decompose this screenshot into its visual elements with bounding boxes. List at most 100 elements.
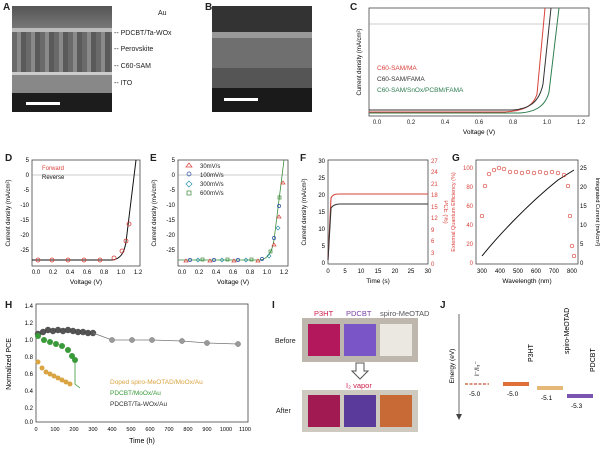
svg-text:30: 30: [318, 159, 325, 165]
svg-text:0.2: 0.2: [407, 120, 416, 126]
svg-text:1.2: 1.2: [577, 120, 586, 126]
chart-d: Current density (mA/cm²) 5 0 -5 -10 -15 …: [6, 158, 143, 286]
svg-text:25: 25: [318, 176, 325, 182]
svg-text:10: 10: [580, 223, 587, 229]
svg-text:0.4: 0.4: [212, 270, 221, 276]
chart-e: Current density (mA/cm²) 5 0 -5 -10 -15 …: [152, 158, 289, 286]
svg-text:15: 15: [580, 204, 587, 210]
svg-text:15: 15: [318, 210, 325, 216]
svg-text:100: 100: [463, 166, 474, 172]
svg-text:300: 300: [88, 427, 97, 433]
svg-text:0.6: 0.6: [229, 270, 238, 276]
i-after: After: [276, 408, 291, 415]
i-before: Before: [275, 338, 296, 345]
svg-text:15: 15: [431, 205, 438, 211]
svg-text:Doped spiro-MeOTAD/MoOx/Au: Doped spiro-MeOTAD/MoOx/Au: [110, 379, 203, 386]
svg-text:Reverse: Reverse: [42, 175, 65, 181]
svg-text:30mV/s: 30mV/s: [200, 164, 220, 170]
svg-text:9: 9: [431, 228, 435, 234]
svg-text:Wavelength (nm): Wavelength (nm): [502, 278, 551, 285]
svg-text:Voltage (V): Voltage (V): [217, 279, 249, 286]
svg-text:600: 600: [531, 269, 542, 275]
svg-text:PDCBT/MoOx/Au: PDCBT/MoOx/Au: [110, 390, 161, 397]
panel-d-label: D: [5, 153, 13, 164]
svg-text:1.0: 1.0: [543, 120, 552, 126]
svg-text:5: 5: [580, 242, 584, 248]
svg-text:1100: 1100: [239, 427, 251, 433]
svg-text:500: 500: [513, 269, 524, 275]
panel-a-label: A: [3, 2, 11, 13]
svg-text:0.8: 0.8: [509, 120, 518, 126]
svg-text:1.4: 1.4: [25, 304, 34, 310]
i-header-spiro: spiro-MeOTAD: [380, 309, 430, 318]
svg-text:900: 900: [202, 427, 211, 433]
svg-text:-20: -20: [20, 233, 29, 239]
svg-text:spiro-MeOTAD: spiro-MeOTAD: [564, 308, 571, 354]
i-header-pdcbt: PDCBT: [346, 309, 372, 318]
svg-text:24: 24: [431, 170, 438, 176]
svg-text:60: 60: [466, 204, 473, 210]
svg-text:0.6: 0.6: [25, 372, 34, 378]
svg-text:1000: 1000: [220, 427, 232, 433]
svg-text:0: 0: [470, 261, 474, 267]
chart-g: External Quantum Efficiency (%) Integrat…: [451, 159, 600, 285]
svg-text:Current density (mA/cm²): Current density (mA/cm²): [302, 178, 308, 245]
svg-text:-5.3: -5.3: [571, 403, 583, 410]
panel-i-label: I: [272, 300, 275, 311]
svg-text:80: 80: [466, 185, 473, 191]
svg-text:-10: -10: [20, 203, 29, 209]
layer-pdcbt: -- PDCBT/Ta-WOx: [114, 30, 172, 37]
svg-text:700: 700: [164, 427, 173, 433]
photo-after: [302, 390, 418, 432]
svg-text:Forward: Forward: [42, 166, 64, 172]
svg-text:1.0: 1.0: [117, 270, 126, 276]
svg-text:0: 0: [322, 261, 326, 267]
svg-text:20: 20: [392, 269, 399, 275]
svg-text:P3HT: P3HT: [528, 343, 535, 362]
svg-text:15: 15: [375, 269, 382, 275]
svg-text:Current density (mA/cm²): Current density (mA/cm²): [6, 179, 12, 246]
svg-text:5: 5: [26, 158, 30, 164]
svg-text:0.8: 0.8: [100, 270, 109, 276]
svg-text:500: 500: [126, 427, 135, 433]
panel-e-label: E: [150, 153, 157, 164]
svg-text:1.0: 1.0: [25, 338, 34, 344]
scale-bar: [26, 102, 60, 105]
c-ylabel: Current density (mA/cm²): [357, 28, 363, 95]
svg-text:PDCBT/Ta-WOx/Au: PDCBT/Ta-WOx/Au: [110, 401, 167, 408]
svg-text:12: 12: [431, 216, 438, 222]
svg-text:-5.0: -5.0: [507, 391, 519, 398]
panel-b-label: B: [205, 2, 213, 13]
svg-text:20: 20: [580, 185, 587, 191]
svg-text:300: 300: [477, 269, 488, 275]
layer-perovskite: -- Perovskite: [114, 46, 154, 53]
svg-text:1.2: 1.2: [25, 321, 34, 327]
svg-text:0: 0: [34, 427, 37, 433]
c-legend-3: C60-SAM/SnOx/PCBM/FAMA: [377, 87, 464, 94]
svg-text:20: 20: [466, 242, 473, 248]
svg-text:-5: -5: [170, 188, 176, 194]
svg-text:0.8: 0.8: [246, 270, 255, 276]
svg-text:0: 0: [580, 261, 584, 267]
svg-text:Energy (eV): Energy (eV): [449, 349, 456, 384]
svg-text:External Quantum Efficiency (%: External Quantum Efficiency (%): [451, 172, 457, 252]
svg-text:100: 100: [50, 427, 59, 433]
arrow-down-icon: [351, 362, 369, 380]
svg-text:-5.1: -5.1: [541, 395, 553, 402]
svg-text:0.6: 0.6: [83, 270, 92, 276]
panel-j-label: J: [440, 300, 446, 311]
svg-text:Voltage (V): Voltage (V): [70, 279, 102, 286]
svg-text:-5.0: -5.0: [469, 391, 481, 398]
svg-text:0.0: 0.0: [178, 270, 187, 276]
svg-text:27: 27: [431, 159, 438, 165]
svg-text:0.6: 0.6: [475, 120, 484, 126]
svg-text:600: 600: [145, 427, 154, 433]
panel-f-label: F: [300, 153, 307, 164]
svg-text:Normalized PCE: Normalized PCE: [6, 338, 13, 390]
panel-c-label: C: [350, 2, 358, 13]
svg-text:200: 200: [69, 427, 78, 433]
svg-text:6: 6: [431, 239, 435, 245]
svg-text:0.0: 0.0: [373, 120, 382, 126]
svg-text:5: 5: [343, 269, 347, 275]
svg-text:1.2: 1.2: [134, 270, 143, 276]
